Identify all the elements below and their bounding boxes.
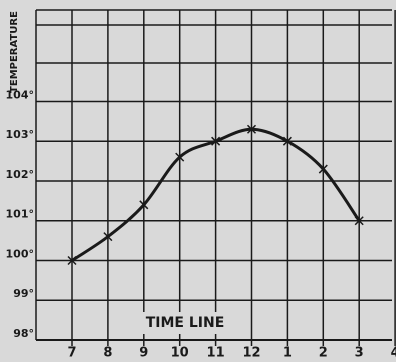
x-tick-label: 11	[207, 346, 225, 361]
upper-grid	[35, 9, 392, 340]
point-marker	[67, 255, 77, 266]
point-marker	[211, 136, 221, 146]
y-tick-label: 104°	[6, 88, 34, 101]
x-tick-label: 10	[171, 346, 189, 361]
point-marker	[103, 232, 113, 242]
x-label-background	[130, 312, 240, 334]
y-tick-label: 100°	[6, 247, 34, 260]
x-tick-label: 8	[103, 346, 112, 361]
x-tick-label: 3	[355, 346, 364, 361]
x-tick-label: 12	[242, 346, 260, 361]
x-tick-label: 9	[139, 346, 148, 361]
x-tick-label: 2	[319, 346, 328, 361]
x-tick-label: 4	[391, 346, 396, 361]
y-tick-label: 101°	[6, 208, 34, 221]
y-axis-label: TEMPERATURE	[9, 11, 20, 93]
point-marker	[139, 200, 149, 210]
y-tick-label: 99°	[13, 287, 34, 300]
point-marker	[354, 216, 364, 226]
y-tick-label: 102°	[6, 168, 34, 181]
x-tick-label: 7	[67, 346, 76, 361]
x-tick-label: 1	[283, 346, 292, 361]
y-tick-label: 98°	[13, 327, 34, 340]
y-tick-label: 103°	[6, 128, 34, 141]
point-marker	[246, 124, 257, 134]
point-marker	[318, 164, 328, 174]
point-marker	[282, 136, 292, 146]
point-marker	[175, 152, 185, 162]
x-axis-label: TIME LINE	[146, 315, 225, 331]
